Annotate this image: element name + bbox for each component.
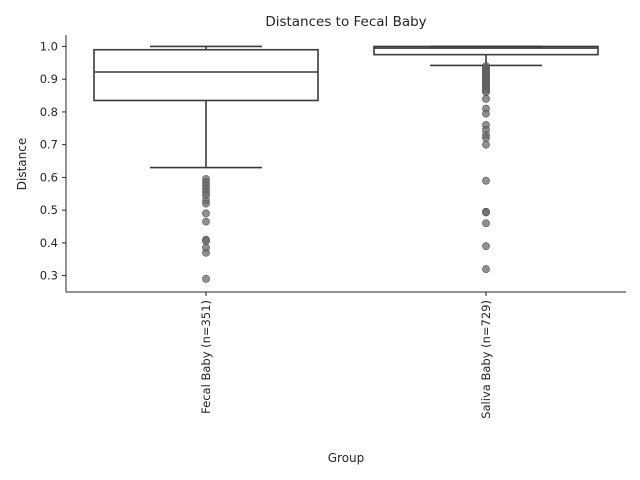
outlier-point [482, 242, 490, 251]
outlier-point [482, 134, 490, 143]
chart-title: Distances to Fecal Baby [265, 14, 426, 30]
y-tick-label: 0.5 [40, 203, 58, 217]
outlier-point [482, 109, 490, 118]
outlier-point [482, 219, 490, 228]
box-iqr [93, 48, 319, 102]
y-tick-label: 0.8 [40, 105, 58, 119]
x-tick-label: Saliva Baby (n=729) [479, 300, 493, 419]
box-group [373, 45, 599, 273]
outlier-point [202, 209, 210, 218]
x-tick-label: Fecal Baby (n=351) [199, 300, 213, 414]
y-tick-label: 1.0 [40, 39, 58, 53]
y-tick-label: 0.3 [40, 269, 58, 283]
box-group [93, 45, 319, 283]
outlier-point [202, 199, 210, 208]
box-iqr [373, 45, 599, 56]
y-tick-label: 0.4 [40, 236, 58, 250]
outlier-point [202, 275, 210, 283]
outlier-point [482, 88, 490, 97]
outlier-point [482, 265, 490, 273]
outlier-point [202, 237, 210, 246]
y-axis-label: Distance [15, 138, 29, 190]
plot-area [93, 45, 599, 283]
outlier-point [482, 208, 490, 217]
y-tick-label: 0.9 [40, 72, 58, 86]
y-tick-label: 0.7 [40, 138, 58, 152]
outlier-point [482, 140, 490, 149]
x-axis-label: Group [328, 451, 365, 465]
y-tick-label: 0.6 [40, 170, 58, 184]
outlier-point [482, 176, 490, 185]
outlier-point [202, 248, 210, 257]
outlier-point [202, 217, 210, 226]
outlier-point [482, 94, 490, 103]
